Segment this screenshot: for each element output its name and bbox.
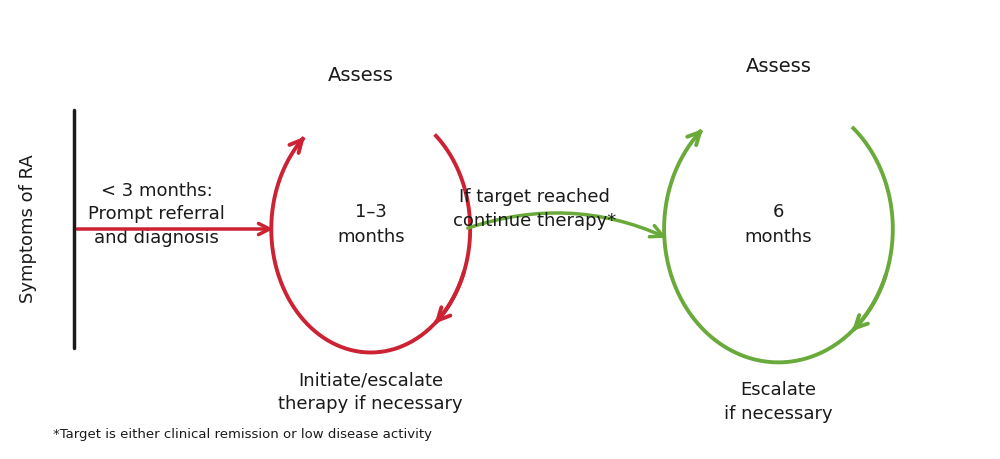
Text: Assess: Assess [328,67,394,85]
Text: *Target is either clinical remission or low disease activity: *Target is either clinical remission or … [53,428,432,441]
Text: If target reached
continue therapy*: If target reached continue therapy* [453,189,616,230]
Text: Initiate/escalate
therapy if necessary: Initiate/escalate therapy if necessary [278,371,463,413]
Text: 6
months: 6 months [745,202,812,246]
Text: Symptoms of RA: Symptoms of RA [19,155,37,303]
Text: < 3 months:
Prompt referral
and diagnosis: < 3 months: Prompt referral and diagnosi… [88,182,225,247]
Text: Assess: Assess [746,56,811,75]
Text: Escalate
if necessary: Escalate if necessary [724,381,833,423]
Text: 1–3
months: 1–3 months [337,202,405,246]
